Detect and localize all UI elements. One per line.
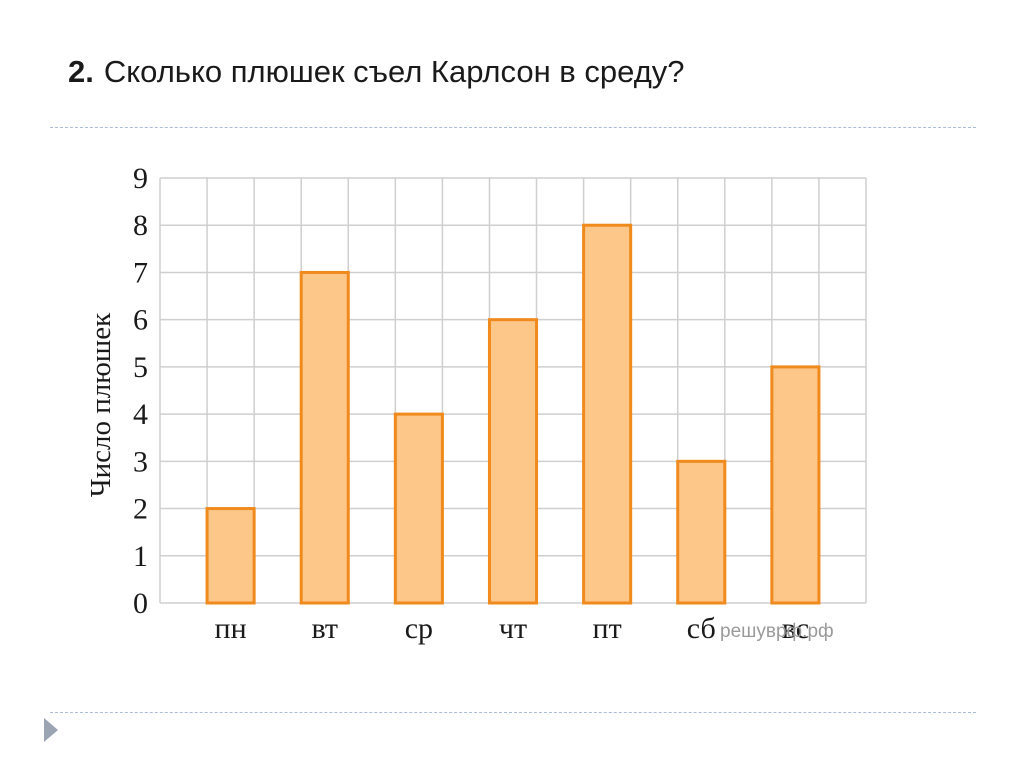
bar-сб [676, 459, 727, 605]
y-tick-label: 1 [133, 540, 148, 573]
divider-top [50, 127, 976, 128]
bar-ср [393, 412, 444, 605]
x-category-label: ср [405, 612, 433, 645]
x-category-label: вс [782, 612, 809, 645]
x-category-label: пт [593, 612, 622, 645]
bar-вс [770, 365, 821, 605]
y-tick-label: 0 [133, 587, 148, 620]
y-tick-labels: 0 1 2 3 4 5 6 7 8 9 [133, 162, 148, 620]
y-tick-label: 5 [133, 351, 148, 384]
bar-пн [205, 507, 256, 605]
y-axis-label: Число плюшек [85, 312, 117, 497]
x-category-label: вт [311, 612, 338, 645]
bar-пт [582, 223, 633, 605]
divider-bottom [50, 712, 976, 713]
watermark-text: решуврф.рф [720, 621, 834, 642]
slide-nav-arrow-icon[interactable] [44, 718, 58, 742]
question-number: 2. [68, 54, 94, 89]
x-category-labels: пн вт ср чт пт сб вс [215, 612, 810, 645]
x-category-label: чт [499, 612, 527, 645]
y-tick-label: 7 [133, 256, 148, 289]
bar-чт [487, 318, 539, 605]
y-tick-label: 8 [133, 209, 148, 242]
question-text: Сколько плюшек съел Карлсон в среду? [103, 54, 685, 89]
y-tick-label: 6 [133, 304, 148, 337]
x-category-label: пн [215, 612, 247, 645]
question: 2. Сколько плюшек съел Карлсон в среду? [68, 54, 685, 90]
y-tick-label: 2 [133, 493, 148, 526]
y-tick-label: 9 [133, 162, 148, 195]
chart-grid [159, 177, 867, 604]
y-tick-label: 4 [133, 398, 148, 431]
bar-вт [299, 270, 350, 605]
chart-bars [205, 223, 821, 605]
x-category-label: сб [687, 612, 716, 645]
y-tick-label: 3 [133, 445, 148, 478]
